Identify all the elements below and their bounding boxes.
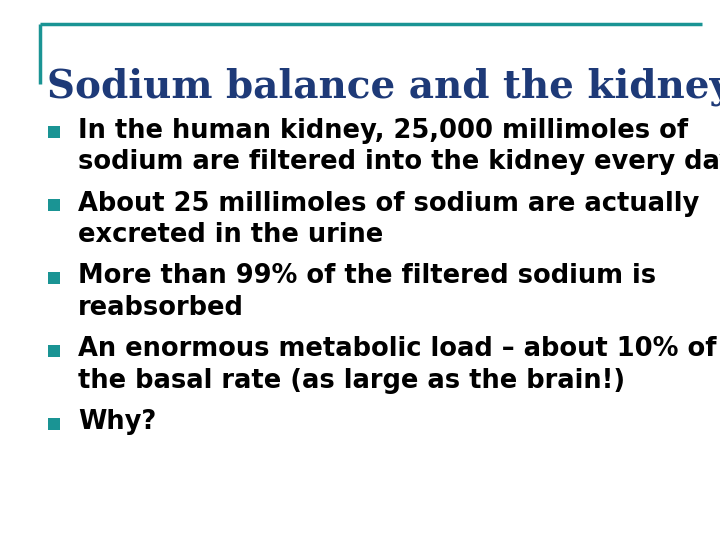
Text: An enormous metabolic load – about 10% of: An enormous metabolic load – about 10% o… xyxy=(78,336,716,362)
Text: reabsorbed: reabsorbed xyxy=(78,295,243,321)
Text: the basal rate (as large as the brain!): the basal rate (as large as the brain!) xyxy=(78,368,625,394)
Text: More than 99% of the filtered sodium is: More than 99% of the filtered sodium is xyxy=(78,264,656,289)
Text: In the human kidney, 25,000 millimoles of: In the human kidney, 25,000 millimoles o… xyxy=(78,118,688,144)
Text: Sodium balance and the kidney: Sodium balance and the kidney xyxy=(47,68,720,106)
Text: sodium are filtered into the kidney every day: sodium are filtered into the kidney ever… xyxy=(78,149,720,175)
Text: Why?: Why? xyxy=(78,409,156,435)
Text: excreted in the urine: excreted in the urine xyxy=(78,222,383,248)
Text: About 25 millimoles of sodium are actually: About 25 millimoles of sodium are actual… xyxy=(78,191,699,217)
